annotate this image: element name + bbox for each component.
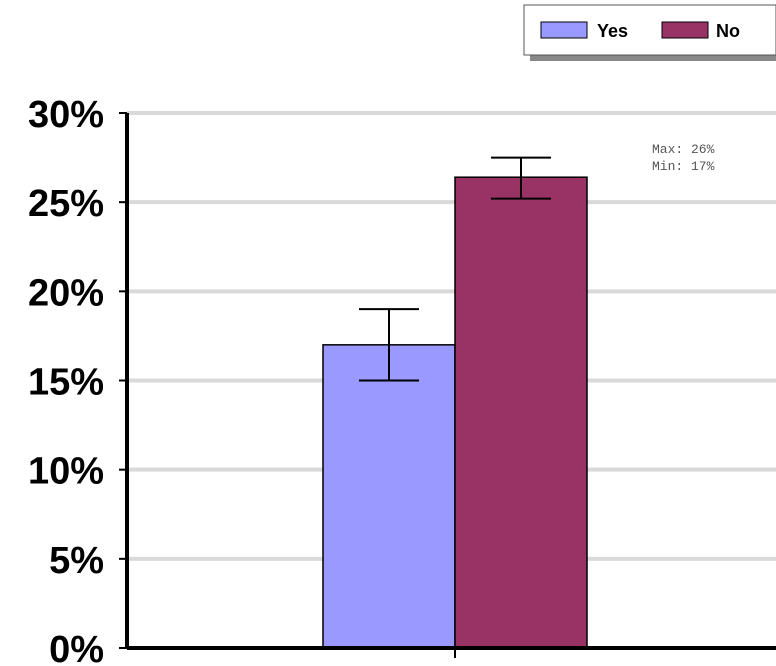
y-tick-label: 30%	[28, 94, 104, 136]
legend-label-yes: Yes	[597, 21, 628, 41]
bars	[322, 176, 588, 649]
y-tick-label: 5%	[49, 540, 104, 582]
bar-no	[454, 176, 588, 649]
legend-label-no: No	[716, 21, 740, 41]
y-tick-label: 20%	[28, 272, 104, 314]
y-tick-label: 15%	[28, 362, 104, 404]
legend: Yes No	[523, 4, 776, 61]
bar-yes	[322, 344, 456, 649]
annotation-max: Max: 26%	[652, 142, 715, 157]
annotation-min: Min: 17%	[652, 159, 715, 174]
axes	[119, 112, 776, 658]
y-tick-labels: 0% 5% 10% 15% 20% 25% 30%	[28, 94, 104, 666]
y-tick-label: 25%	[28, 183, 104, 225]
legend-swatch-yes	[540, 21, 588, 39]
error-bars	[359, 156, 551, 382]
y-tick-label: 0%	[49, 629, 104, 666]
annotation: Max: 26% Min: 17%	[652, 142, 715, 174]
y-tick-label: 10%	[28, 451, 104, 493]
legend-swatch-no	[661, 21, 709, 39]
